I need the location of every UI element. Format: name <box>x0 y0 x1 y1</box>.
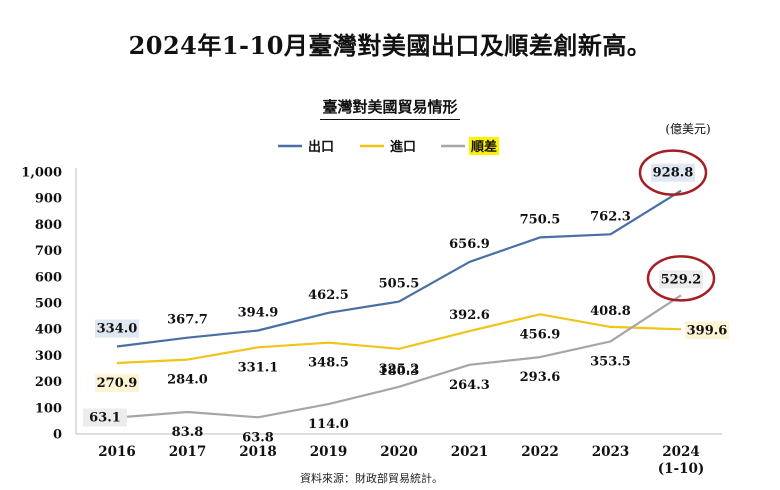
data-label-bg <box>685 321 729 340</box>
data-label: 284.0 <box>167 373 208 388</box>
data-label: 348.5 <box>308 356 349 371</box>
y-tick-label: 1,000 <box>21 166 62 181</box>
legend-label: 出口 <box>308 139 334 155</box>
data-label: 399.6 <box>687 323 728 338</box>
data-label: 270.9 <box>97 376 138 391</box>
x-tick-label: 2016 <box>98 444 136 460</box>
data-label: 456.9 <box>520 327 561 342</box>
data-label: 63.8 <box>242 430 274 445</box>
series-line <box>116 189 682 348</box>
data-label: 353.5 <box>590 354 631 369</box>
data-label: 367.7 <box>167 313 208 328</box>
data-label-bg <box>651 163 695 182</box>
unit-label: (億美元) <box>665 122 710 136</box>
data-label: 331.1 <box>238 360 279 375</box>
y-tick-label: 200 <box>35 375 62 390</box>
headline: 2024年1-10月臺灣對美國出口及順差創新高。 <box>128 31 652 60</box>
data-label: 762.3 <box>590 209 631 224</box>
data-label: 293.6 <box>520 370 561 385</box>
data-label: 750.5 <box>520 212 561 227</box>
data-label: 529.2 <box>661 272 702 287</box>
y-tick-label: 400 <box>35 323 62 338</box>
source-note: 資料來源：財政部貿易統計。 <box>300 472 443 485</box>
x-tick-label: 2024 <box>662 444 700 460</box>
data-label-bg <box>659 270 703 289</box>
y-tick-label: 700 <box>35 244 62 259</box>
series-line <box>116 294 682 419</box>
y-tick-label: 300 <box>35 349 62 364</box>
y-tick-label: 0 <box>53 428 62 443</box>
data-label: 394.9 <box>238 306 279 321</box>
data-label: 325.2 <box>379 362 420 377</box>
data-label: 392.6 <box>449 308 490 323</box>
y-tick-label: 500 <box>35 297 62 312</box>
x-tick-label: 2023 <box>592 444 630 460</box>
data-label-bg <box>95 374 139 393</box>
x-tick-label: 2020 <box>380 444 418 460</box>
x-tick-label: 2021 <box>451 444 489 460</box>
data-label: 656.9 <box>449 237 490 252</box>
y-tick-label: 800 <box>35 218 62 233</box>
y-tick-label: 900 <box>35 192 62 207</box>
legend-label: 進口 <box>390 139 416 155</box>
x-tick-label: (1-10) <box>658 461 705 477</box>
data-label: 83.8 <box>172 425 204 440</box>
data-label: 63.1 <box>89 410 121 425</box>
data-label-bg <box>95 319 139 338</box>
legend-label: 順差 <box>471 139 497 155</box>
x-tick-label: 2019 <box>310 444 348 460</box>
chart-title: 臺灣對美國貿易情形 <box>0 96 780 120</box>
data-label: 180.3 <box>379 364 420 379</box>
data-label: 334.0 <box>97 321 138 336</box>
x-tick-label: 2018 <box>239 444 277 460</box>
data-label: 408.8 <box>590 304 631 319</box>
data-label: 264.3 <box>449 378 490 393</box>
data-label: 505.5 <box>379 277 420 292</box>
x-tick-label: 2022 <box>521 444 559 460</box>
y-tick-label: 100 <box>35 401 62 416</box>
data-label: 462.5 <box>308 288 349 303</box>
data-label: 114.0 <box>308 417 349 432</box>
x-tick-label: 2017 <box>169 444 207 460</box>
y-tick-label: 600 <box>35 270 62 285</box>
data-label-bg <box>83 408 127 427</box>
highlight-circle-export <box>638 149 708 196</box>
chart-title-text: 臺灣對美國貿易情形 <box>320 96 460 120</box>
highlight-circle-surplus <box>646 255 716 302</box>
data-label: 928.8 <box>653 166 694 181</box>
legend-highlight <box>469 137 499 155</box>
